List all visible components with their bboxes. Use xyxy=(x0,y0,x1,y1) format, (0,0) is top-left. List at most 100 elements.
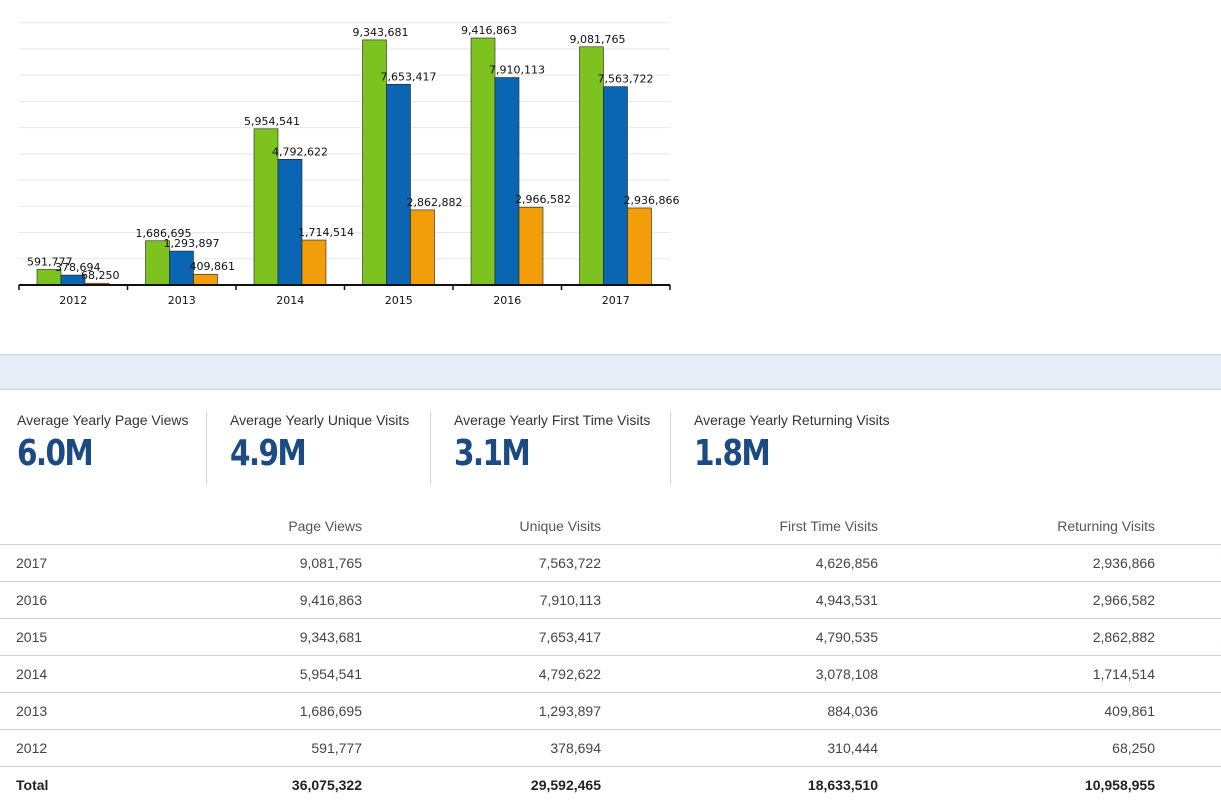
cell-returning-visits: 1,714,514 xyxy=(878,656,1155,693)
header-spacer xyxy=(1155,508,1221,545)
cell-spacer xyxy=(1155,619,1221,656)
cell-year: 2015 xyxy=(0,619,80,656)
data-label: 1,293,897 xyxy=(164,237,220,250)
visits-table: Page Views Unique Visits First Time Visi… xyxy=(0,508,1221,803)
cell-returning-visits: 2,862,882 xyxy=(878,619,1155,656)
cell-total-first-time-visits: 18,633,510 xyxy=(601,767,878,803)
cell-total-page-views: 36,075,322 xyxy=(80,767,362,803)
cell-year: 2012 xyxy=(0,730,80,767)
cell-first-time-visits: 310,444 xyxy=(601,730,878,767)
data-label: 9,343,681 xyxy=(353,26,409,39)
cell-returning-visits: 2,936,866 xyxy=(878,545,1155,582)
cell-spacer xyxy=(1155,693,1221,730)
header-first-time-visits: First Time Visits xyxy=(601,508,878,545)
header-returning-visits: Returning Visits xyxy=(878,508,1155,545)
x-tick-label: 2017 xyxy=(602,294,630,307)
stats-row: Average Yearly Page Views 6.0M Average Y… xyxy=(0,412,1221,484)
x-tick-label: 2012 xyxy=(59,294,87,307)
stat-label: Average Yearly First Time Visits xyxy=(454,412,650,428)
cell-unique-visits: 378,694 xyxy=(362,730,601,767)
cell-unique-visits: 4,792,622 xyxy=(362,656,601,693)
cell-total-label: Total xyxy=(0,767,80,803)
table-header-row: Page Views Unique Visits First Time Visi… xyxy=(0,508,1221,545)
bar xyxy=(628,208,652,285)
data-label: 7,910,113 xyxy=(489,64,545,77)
data-label: 2,966,582 xyxy=(515,193,571,206)
cell-returning-visits: 68,250 xyxy=(878,730,1155,767)
stat-value: 1.8M xyxy=(694,434,854,474)
cell-page-views: 9,081,765 xyxy=(80,545,362,582)
bar xyxy=(519,207,543,285)
table-row: 2017 9,081,765 7,563,722 4,626,856 2,936… xyxy=(0,545,1221,582)
cell-total-unique-visits: 29,592,465 xyxy=(362,767,601,803)
table-row: 2016 9,416,863 7,910,113 4,943,531 2,966… xyxy=(0,582,1221,619)
cell-spacer xyxy=(1155,545,1221,582)
cell-first-time-visits: 4,626,856 xyxy=(601,545,878,582)
stat-divider xyxy=(670,412,671,484)
cell-page-views: 9,416,863 xyxy=(80,582,362,619)
data-label: 9,416,863 xyxy=(461,24,517,37)
chart-svg: 591,777378,69468,25020121,686,6951,293,8… xyxy=(0,0,700,320)
cell-first-time-visits: 4,943,531 xyxy=(601,582,878,619)
bar xyxy=(278,159,302,285)
cell-returning-visits: 2,966,582 xyxy=(878,582,1155,619)
cell-year: 2014 xyxy=(0,656,80,693)
stat-divider xyxy=(430,412,431,484)
x-tick-label: 2015 xyxy=(385,294,413,307)
table-row: 2014 5,954,541 4,792,622 3,078,108 1,714… xyxy=(0,656,1221,693)
header-year xyxy=(0,508,80,545)
table-total-row: Total 36,075,322 29,592,465 18,633,510 1… xyxy=(0,767,1221,803)
data-label: 4,792,622 xyxy=(272,145,328,158)
table-row: 2015 9,343,681 7,653,417 4,790,535 2,862… xyxy=(0,619,1221,656)
cell-unique-visits: 7,653,417 xyxy=(362,619,601,656)
section-band xyxy=(0,354,1221,390)
stat-unique-visits: Average Yearly Unique Visits 4.9M xyxy=(230,412,409,484)
data-label: 2,936,866 xyxy=(624,194,680,207)
cell-spacer xyxy=(1155,656,1221,693)
stat-page-views: Average Yearly Page Views 6.0M xyxy=(17,412,189,484)
cell-year: 2017 xyxy=(0,545,80,582)
cell-returning-visits: 409,861 xyxy=(878,693,1155,730)
stat-label: Average Yearly Page Views xyxy=(17,412,189,428)
cell-page-views: 591,777 xyxy=(80,730,362,767)
cell-unique-visits: 7,910,113 xyxy=(362,582,601,619)
data-label: 1,714,514 xyxy=(298,226,354,239)
bar xyxy=(387,84,411,285)
cell-page-views: 5,954,541 xyxy=(80,656,362,693)
stat-label: Average Yearly Unique Visits xyxy=(230,412,409,428)
cell-unique-visits: 1,293,897 xyxy=(362,693,601,730)
stat-returning-visits: Average Yearly Returning Visits 1.8M xyxy=(694,412,890,484)
bar xyxy=(194,274,218,285)
data-label: 2,862,882 xyxy=(407,196,463,209)
cell-year: 2016 xyxy=(0,582,80,619)
stat-label: Average Yearly Returning Visits xyxy=(694,412,890,428)
header-page-views: Page Views xyxy=(80,508,362,545)
header-unique-visits: Unique Visits xyxy=(362,508,601,545)
bar xyxy=(411,210,435,285)
stat-value: 6.0M xyxy=(17,434,158,474)
x-tick-label: 2016 xyxy=(493,294,521,307)
cell-first-time-visits: 3,078,108 xyxy=(601,656,878,693)
cell-total-returning-visits: 10,958,955 xyxy=(878,767,1155,803)
data-label: 7,653,417 xyxy=(381,70,437,83)
bar xyxy=(604,87,628,285)
stat-divider xyxy=(206,412,207,484)
data-label: 68,250 xyxy=(81,269,120,282)
cell-spacer xyxy=(1155,582,1221,619)
x-tick-label: 2014 xyxy=(276,294,304,307)
cell-unique-visits: 7,563,722 xyxy=(362,545,601,582)
data-label: 9,081,765 xyxy=(570,33,626,46)
x-tick-label: 2013 xyxy=(168,294,196,307)
cell-first-time-visits: 884,036 xyxy=(601,693,878,730)
table-row: 2013 1,686,695 1,293,897 884,036 409,861 xyxy=(0,693,1221,730)
stat-value: 3.1M xyxy=(454,434,615,474)
cell-page-views: 9,343,681 xyxy=(80,619,362,656)
data-label: 5,954,541 xyxy=(244,115,300,128)
stat-value: 4.9M xyxy=(230,434,377,474)
bar xyxy=(302,240,326,285)
cell-spacer xyxy=(1155,730,1221,767)
cell-page-views: 1,686,695 xyxy=(80,693,362,730)
cell-year: 2013 xyxy=(0,693,80,730)
data-label: 409,861 xyxy=(190,260,236,273)
